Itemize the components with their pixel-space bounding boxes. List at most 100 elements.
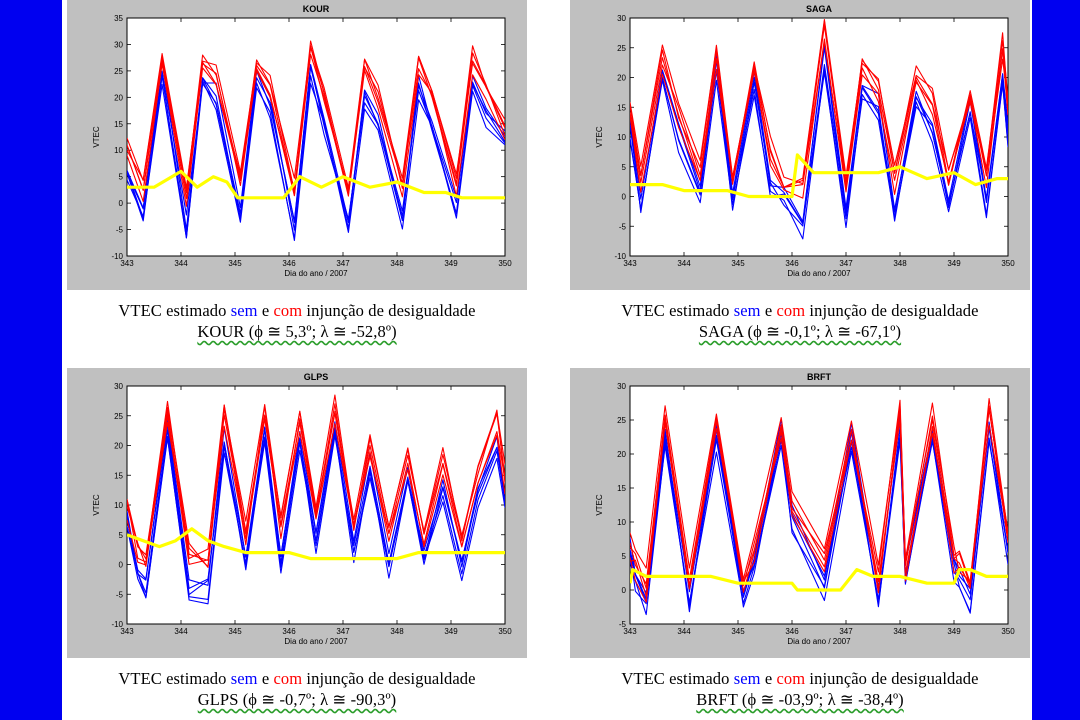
x-tick-label: 345 bbox=[228, 627, 242, 636]
x-tick-label: 344 bbox=[174, 259, 188, 268]
y-tick-label: 5 bbox=[119, 531, 124, 540]
series-line-yellow bbox=[127, 527, 505, 561]
plot-frame: GLPS -10 -5 0 5 10 15 20 25 30 343 344 345 346 347 348 3… bbox=[67, 368, 527, 658]
series-line-yellow bbox=[630, 153, 1008, 199]
y-tick-label: 0 bbox=[119, 561, 124, 570]
x-tick-label: 343 bbox=[623, 259, 637, 268]
caption-com: com bbox=[776, 301, 806, 320]
caption-text: e bbox=[760, 301, 777, 320]
x-tick-label: 347 bbox=[839, 627, 853, 636]
station-label: BRFT (ϕ ≅ -03,9º; λ ≅ -38,4º) bbox=[696, 690, 904, 709]
series-group bbox=[127, 394, 505, 605]
plot-frame: KOUR -10 -5 0 5 10 15 20 25 30 35 343 344 345 346 347 34… bbox=[67, 0, 527, 290]
caption-text: injunção de desigualdade bbox=[302, 669, 476, 688]
vtec-chart-brft: BRFT -5 0 5 10 15 20 25 30 343 344 345 346 347 348 349 3… bbox=[595, 372, 1015, 646]
y-tick-label: 15 bbox=[617, 103, 626, 112]
y-tick-label: -10 bbox=[111, 620, 123, 629]
chart-title: SAGA bbox=[806, 4, 833, 14]
x-tick-label: 350 bbox=[498, 259, 512, 268]
y-tick-label: 5 bbox=[622, 163, 627, 172]
series-line-blue bbox=[127, 418, 505, 586]
x-tick-label: 349 bbox=[947, 627, 961, 636]
y-tick-label: 5 bbox=[622, 552, 627, 561]
x-tick-label: 349 bbox=[444, 627, 458, 636]
x-tick-label: 346 bbox=[282, 259, 296, 268]
x-tick-label: 348 bbox=[893, 627, 907, 636]
y-tick-label: -5 bbox=[619, 620, 627, 629]
x-tick-label: 347 bbox=[839, 259, 853, 268]
chart-title: GLPS bbox=[304, 372, 329, 382]
series-line-yellow bbox=[630, 568, 1008, 592]
y-tick-label: 10 bbox=[114, 501, 123, 510]
series-line-red bbox=[630, 402, 1008, 584]
caption-text: e bbox=[760, 669, 777, 688]
caption-com: com bbox=[273, 301, 303, 320]
y-tick-label: 15 bbox=[114, 471, 123, 480]
series-line-red bbox=[127, 403, 505, 568]
series-group bbox=[127, 40, 505, 242]
x-tick-label: 348 bbox=[893, 259, 907, 268]
station-label: KOUR (ϕ ≅ 5,3º; λ ≅ -52,8º) bbox=[197, 322, 397, 341]
y-tick-label: -5 bbox=[116, 226, 124, 235]
x-tick-label: 343 bbox=[120, 259, 134, 268]
figure-caption: VTEC estimado sem e com injunção de desi… bbox=[570, 668, 1030, 710]
y-tick-label: 5 bbox=[119, 173, 124, 182]
x-axis-label: Dia do ano / 2007 bbox=[787, 637, 851, 646]
caption-text: VTEC estimado bbox=[621, 669, 734, 688]
y-axis-label: VTEC bbox=[92, 126, 101, 148]
y-tick-label: -5 bbox=[116, 590, 124, 599]
y-tick-label: -10 bbox=[614, 252, 626, 261]
x-tick-label: 348 bbox=[390, 259, 404, 268]
series-line-red bbox=[630, 25, 1008, 185]
y-tick-label: 0 bbox=[622, 193, 627, 202]
y-tick-label: 25 bbox=[114, 67, 123, 76]
series-line-red bbox=[630, 19, 1008, 188]
caption-text: injunção de desigualdade bbox=[805, 301, 979, 320]
y-tick-label: 0 bbox=[119, 199, 124, 208]
y-tick-label: 0 bbox=[622, 586, 627, 595]
caption-sem: sem bbox=[733, 301, 761, 320]
x-tick-label: 346 bbox=[785, 259, 799, 268]
vtec-chart-kour: KOUR -10 -5 0 5 10 15 20 25 30 35 343 344 345 346 347 34… bbox=[92, 4, 512, 278]
series-line-blue bbox=[127, 64, 505, 231]
y-axis-label: VTEC bbox=[92, 494, 101, 516]
x-tick-label: 350 bbox=[498, 627, 512, 636]
x-tick-label: 346 bbox=[282, 627, 296, 636]
y-tick-label: 30 bbox=[617, 382, 626, 391]
caption-text: injunção de desigualdade bbox=[805, 669, 979, 688]
x-tick-label: 350 bbox=[1001, 627, 1015, 636]
series-group bbox=[630, 398, 1008, 616]
x-tick-label: 344 bbox=[174, 627, 188, 636]
y-tick-label: 20 bbox=[617, 74, 626, 83]
caption-text: VTEC estimado bbox=[118, 301, 231, 320]
x-tick-label: 346 bbox=[785, 627, 799, 636]
plot-frame: BRFT -5 0 5 10 15 20 25 30 343 344 345 346 347 348 349 3… bbox=[570, 368, 1030, 658]
plot-frame: SAGA -10 -5 0 5 10 15 20 25 30 343 344 345 346 347 348 3… bbox=[570, 0, 1030, 290]
caption-text: VTEC estimado bbox=[621, 301, 734, 320]
y-tick-label: 30 bbox=[617, 14, 626, 23]
y-axis-label: VTEC bbox=[595, 494, 604, 516]
x-tick-label: 349 bbox=[947, 259, 961, 268]
y-tick-label: 25 bbox=[617, 416, 626, 425]
y-tick-label: 15 bbox=[114, 120, 123, 129]
vtec-chart-glps: GLPS -10 -5 0 5 10 15 20 25 30 343 344 345 346 347 348 3… bbox=[92, 372, 512, 646]
y-tick-label: 20 bbox=[617, 450, 626, 459]
y-tick-label: 10 bbox=[617, 518, 626, 527]
x-tick-label: 345 bbox=[731, 259, 745, 268]
slide: KOUR -10 -5 0 5 10 15 20 25 30 35 343 344 345 346 347 34… bbox=[62, 0, 1032, 720]
series-line-red bbox=[127, 394, 505, 561]
series-line-red bbox=[127, 45, 505, 200]
figure-caption: VTEC estimado sem e com injunção de desi… bbox=[570, 300, 1030, 342]
x-tick-label: 343 bbox=[120, 627, 134, 636]
y-tick-label: 25 bbox=[114, 412, 123, 421]
caption-text: e bbox=[257, 669, 274, 688]
y-tick-label: 20 bbox=[114, 442, 123, 451]
figure-caption: VTEC estimado sem e com injunção de desi… bbox=[67, 668, 527, 710]
y-tick-label: 20 bbox=[114, 93, 123, 102]
y-tick-label: 15 bbox=[617, 484, 626, 493]
y-tick-label: -10 bbox=[111, 252, 123, 261]
x-tick-label: 344 bbox=[677, 627, 691, 636]
x-tick-label: 344 bbox=[677, 259, 691, 268]
y-tick-label: -5 bbox=[619, 222, 627, 231]
y-tick-label: 10 bbox=[114, 146, 123, 155]
